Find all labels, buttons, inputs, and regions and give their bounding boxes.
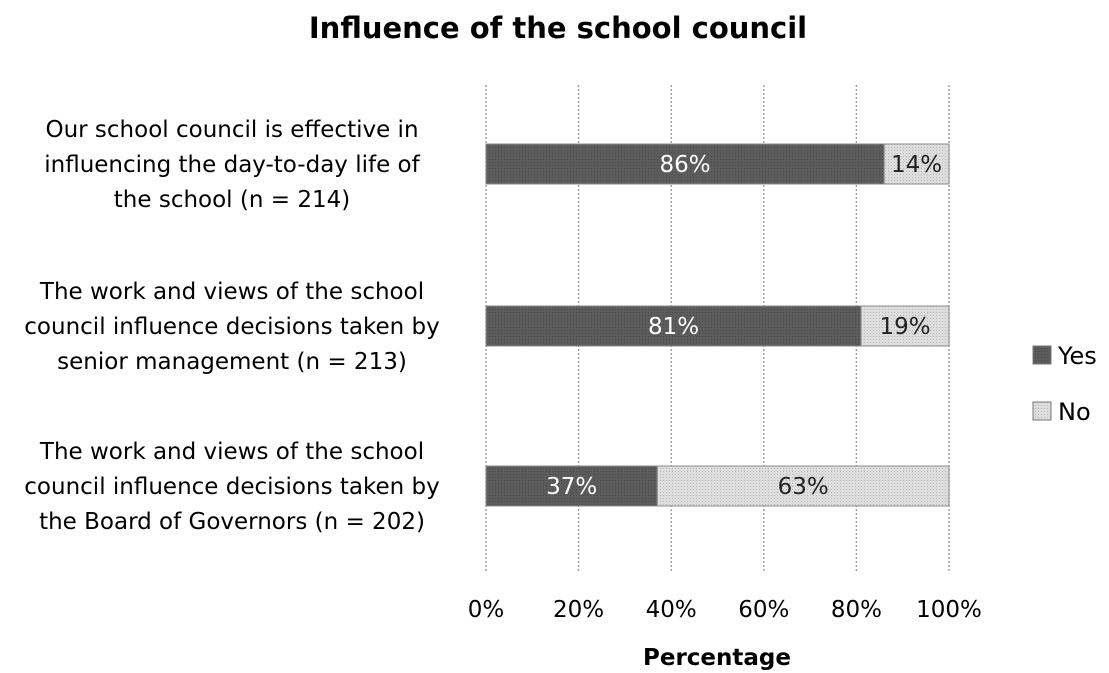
x-axis-title: Percentage xyxy=(643,645,791,671)
bar-data-label: 86% xyxy=(660,152,711,178)
x-tick-label: 100% xyxy=(916,597,982,623)
legend-label-yes: Yes xyxy=(1057,342,1097,370)
category-label: The work and views of the school council … xyxy=(24,439,439,535)
category-label-line: The work and views of the school xyxy=(39,439,424,465)
bar-data-label: 81% xyxy=(648,314,699,340)
category-label-line: council influence decisions taken by xyxy=(24,474,439,500)
category-label-line: the school (n = 214) xyxy=(114,187,350,213)
category-label-line: council influence decisions taken by xyxy=(24,314,439,340)
x-tick-label: 40% xyxy=(646,597,697,623)
category-label: Our school council is effective in influe… xyxy=(44,117,420,213)
bar-yes xyxy=(485,143,885,185)
category-labels: Our school council is effective in influe… xyxy=(24,117,439,535)
bar-no xyxy=(860,305,950,347)
x-tick-label: 0% xyxy=(468,597,505,623)
category-label-line: The work and views of the school xyxy=(39,279,424,305)
bars: 86% 14% 81% 19% 37% 63% xyxy=(485,143,950,507)
category-label-line: Our school council is effective in xyxy=(45,117,418,143)
x-tick-labels: 0% 20% 40% 60% 80% 100% xyxy=(468,597,982,623)
legend-swatch-yes xyxy=(1032,345,1052,365)
category-label: The work and views of the school council … xyxy=(24,279,439,375)
bar-data-label: 19% xyxy=(879,314,930,340)
legend: Yes No xyxy=(1032,342,1097,426)
bar-data-label: 37% xyxy=(546,474,597,500)
x-tick-label: 60% xyxy=(738,597,789,623)
category-label-line: the Board of Governors (n = 202) xyxy=(39,509,425,535)
bar-no xyxy=(656,465,950,507)
category-label-line: influencing the day-to-day life of xyxy=(44,152,420,178)
x-tick-label: 80% xyxy=(831,597,882,623)
chart-title: Influence of the school council xyxy=(309,11,807,45)
bar-no xyxy=(883,143,950,185)
bar-yes xyxy=(485,465,658,507)
bar-yes xyxy=(485,305,862,347)
legend-label-no: No xyxy=(1058,398,1091,426)
legend-swatch-no xyxy=(1032,401,1052,421)
bar-data-label: 63% xyxy=(778,474,829,500)
x-tick-label: 20% xyxy=(553,597,604,623)
bar-data-label: 14% xyxy=(891,152,942,178)
category-label-line: senior management (n = 213) xyxy=(57,349,407,375)
